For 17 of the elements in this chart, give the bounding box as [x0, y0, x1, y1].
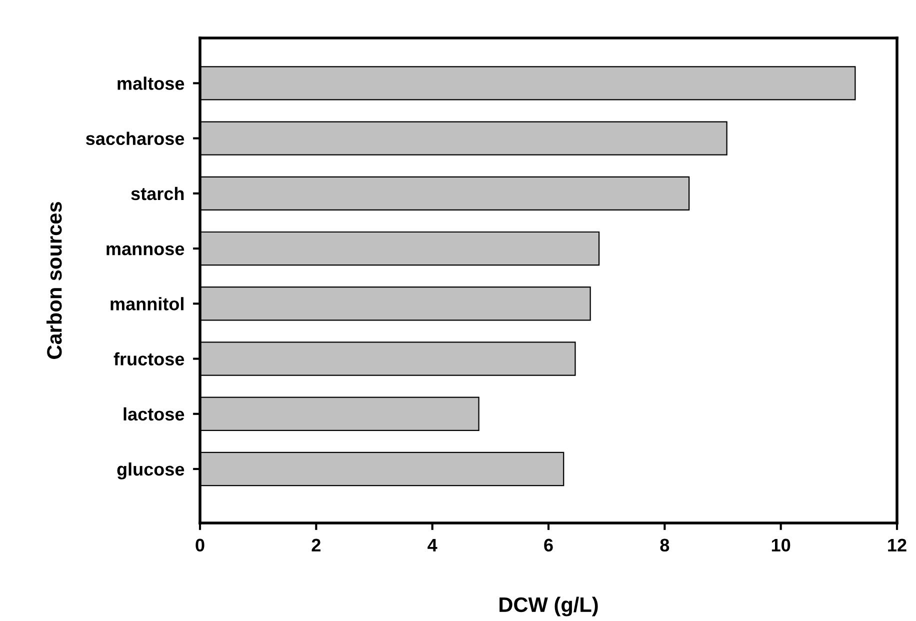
y-tick-label: starch — [131, 186, 184, 200]
x-tick-label: 0 — [196, 538, 204, 552]
x-tick-label: 2 — [312, 538, 320, 552]
y-tick-label: glucose — [117, 462, 184, 480]
x-tick-label: 12 — [888, 538, 906, 552]
x-tick-label: 4 — [428, 538, 438, 552]
x-tick-label: 6 — [544, 538, 553, 552]
x-axis-title: DCW (g/L) — [500, 596, 598, 616]
y-axis-title: Carbon sources — [46, 202, 62, 359]
y-tick-label: fructose — [114, 352, 184, 366]
y-tick-label: maltose — [118, 76, 184, 90]
y-tick-label: saccharose — [86, 132, 184, 146]
x-tick-label: 8 — [660, 538, 670, 552]
y-tick-label: mannose — [106, 245, 184, 256]
y-tick-label: mannitol — [110, 297, 184, 310]
y-tick-label: lactose — [124, 407, 184, 421]
x-tick-label: 10 — [772, 538, 790, 552]
